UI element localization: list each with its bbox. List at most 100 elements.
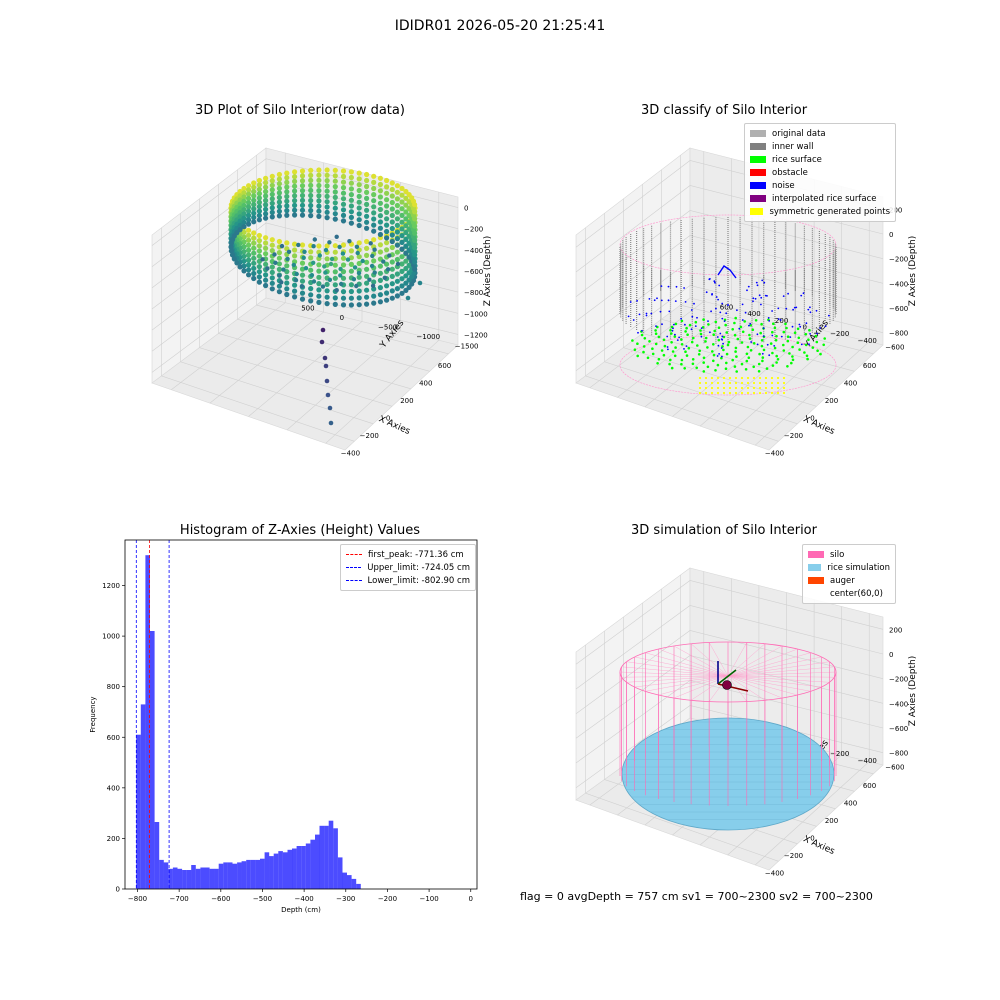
noise-point <box>718 353 720 355</box>
classify-legend: original data inner wall rice surface ob… <box>744 123 896 222</box>
rice-surface-point <box>746 345 750 349</box>
noise-point <box>659 310 662 313</box>
noise-point <box>683 287 685 289</box>
raw-point <box>276 199 282 205</box>
rice-surface-point <box>670 332 673 335</box>
symmetric-point <box>722 391 726 395</box>
noise-point <box>714 281 716 284</box>
histogram-bar <box>342 872 347 889</box>
raw-point <box>384 247 390 253</box>
y-tick-label: 1000 <box>102 633 120 641</box>
raw-point <box>394 216 400 222</box>
histogram-bar <box>145 555 150 889</box>
rice-surface-point <box>771 351 774 355</box>
raw-point <box>327 277 333 282</box>
outlier-point <box>320 327 326 333</box>
rice-surface-point <box>754 319 758 322</box>
raw-point <box>394 236 400 242</box>
rice-surface-point <box>782 343 785 347</box>
raw-point <box>246 247 252 253</box>
raw-point <box>228 248 234 254</box>
symmetric-point <box>770 386 774 390</box>
raw-point <box>384 222 390 228</box>
x-tick-label: 0 <box>810 834 814 842</box>
symmetric-point <box>776 391 780 395</box>
x-gridline <box>585 645 779 862</box>
rice-surface-point <box>712 359 715 363</box>
raw-point <box>269 242 275 248</box>
rice-surface-point <box>804 343 808 347</box>
rice-surface-point <box>796 341 800 345</box>
raw-point <box>399 254 405 260</box>
legend-line-swatch <box>346 580 362 581</box>
noise-point <box>767 317 770 319</box>
symmetric-point <box>698 376 702 380</box>
rice-surface-point <box>784 322 787 326</box>
rice-surface-point <box>773 346 777 350</box>
y-tick-label: 600 <box>107 734 120 742</box>
raw-point <box>387 253 392 258</box>
rice-surface-point <box>684 330 687 333</box>
noise-point <box>802 292 805 295</box>
noise-point <box>678 336 680 339</box>
raw-point <box>384 184 390 190</box>
raw-point <box>263 197 269 204</box>
symmetric-point <box>764 391 768 395</box>
raw-point <box>284 179 290 185</box>
raw-point <box>351 277 357 282</box>
raw-point <box>371 258 377 264</box>
raw-point <box>352 265 358 270</box>
z-axis-label: Z Axies (Depth) <box>908 656 918 727</box>
raw-point <box>412 266 418 272</box>
rice-surface-point <box>743 320 746 323</box>
raw-point <box>246 252 252 258</box>
symmetric-point <box>734 381 738 385</box>
rice-surface-point <box>822 343 825 347</box>
y-tick-label: 0 <box>116 886 120 894</box>
raw-point <box>412 202 418 208</box>
noise-point <box>824 325 827 328</box>
raw-point <box>348 248 354 254</box>
silo-roof-line <box>727 642 747 677</box>
raw-point <box>324 172 330 178</box>
raw-point <box>412 209 418 215</box>
rice-surface-point <box>642 345 646 348</box>
auger-marker <box>722 680 732 690</box>
x-tick-label: 400 <box>419 379 432 387</box>
histogram-bar <box>209 868 215 889</box>
raw-point <box>246 204 252 210</box>
raw-point <box>246 237 252 243</box>
legend-label: Upper_limit: -724.05 cm <box>367 562 470 573</box>
rice-surface-point <box>711 350 714 353</box>
y-tick-label: 800 <box>107 683 120 691</box>
rice-surface-point <box>713 329 716 333</box>
x-gridline <box>623 198 817 407</box>
histogram: −800 −700 −600 −500 −400 −300 −200 −100 0 0 200 400… <box>89 539 478 914</box>
raw-point <box>276 194 282 201</box>
raw-point <box>347 239 352 244</box>
noise-point <box>710 310 712 313</box>
raw-point <box>299 178 306 184</box>
raw-point <box>269 237 275 243</box>
noise-point <box>676 339 679 341</box>
rice-surface-point <box>691 358 695 361</box>
raw-point <box>251 184 257 190</box>
raw-point <box>316 274 322 280</box>
raw-point <box>399 192 405 198</box>
silo-roof-line <box>673 675 729 699</box>
raw-point <box>399 268 405 274</box>
symmetric-point <box>740 381 744 385</box>
raw-point <box>316 293 322 299</box>
raw-point <box>269 269 275 275</box>
raw-point <box>348 186 354 192</box>
rice-surface-point <box>734 350 737 353</box>
raw-point <box>371 204 377 210</box>
noise-point <box>741 303 744 306</box>
symmetric-point <box>698 381 702 385</box>
histogram-bar <box>163 862 169 889</box>
x-gridline <box>604 213 798 425</box>
silo-roof-line <box>727 675 811 692</box>
raw-point <box>251 180 257 186</box>
raw-point <box>284 184 290 190</box>
rice-surface-point <box>673 335 677 338</box>
